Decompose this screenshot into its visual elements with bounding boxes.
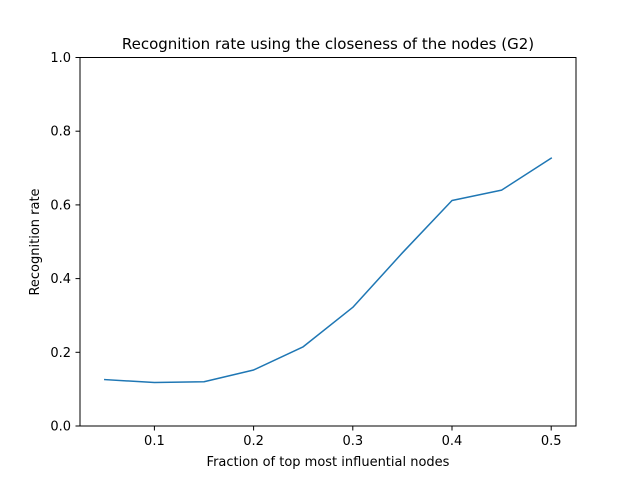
y-axis-label: Recognition rate	[28, 188, 43, 295]
y-tick-label: 0.0	[50, 420, 71, 435]
plot-area	[104, 157, 553, 384]
x-tick-label: 0.1	[144, 434, 165, 449]
series-line	[104, 157, 553, 384]
x-tick-label: 0.3	[342, 434, 363, 449]
x-axis: 0.1 0.2 0.3 0.4 0.5	[144, 426, 562, 449]
x-tick-label: 0.5	[541, 434, 562, 449]
y-tick-label: 1.0	[50, 51, 71, 66]
y-tick-label: 0.6	[50, 198, 71, 213]
y-tick-label: 0.2	[50, 346, 71, 361]
axes-frame	[79, 57, 577, 427]
chart-title: Recognition rate using the closeness of …	[122, 35, 534, 53]
x-axis-label: Fraction of top most influential nodes	[207, 455, 450, 470]
x-tick-label: 0.4	[442, 434, 463, 449]
y-axis: 0.0 0.2 0.4 0.6 0.8 1.0	[50, 51, 80, 435]
y-tick-label: 0.8	[50, 125, 71, 140]
x-tick-label: 0.2	[243, 434, 264, 449]
y-tick-label: 0.4	[50, 272, 71, 287]
